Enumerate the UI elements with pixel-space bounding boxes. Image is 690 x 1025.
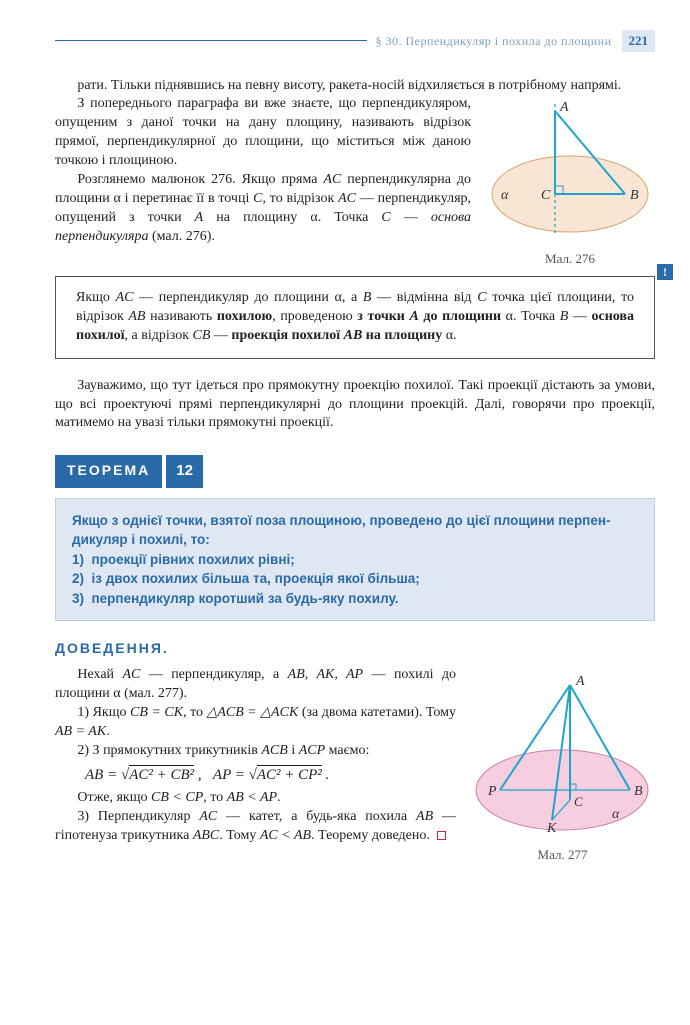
pr3a: 2) З прямокутних трикутників [77, 743, 261, 758]
p3h: (мал. 276). [148, 229, 214, 244]
b8: з точки [357, 309, 409, 324]
exclamation-icon: ! [657, 264, 673, 280]
b1: Якщо [76, 290, 116, 305]
figure-276-caption: Мал. 276 [485, 250, 655, 268]
p3e: на площину α. Точка [203, 210, 381, 225]
b6: похилою [217, 309, 272, 324]
pr5b: — катет, а будь-яка похила [217, 809, 416, 824]
figure-277-svg: A B C K P α [470, 670, 655, 840]
label-B-277: B [634, 784, 643, 799]
p3c: , то відрізок [263, 191, 339, 206]
figure-277: A B C K P α Мал. 277 [470, 670, 655, 864]
b16: на площину [362, 328, 445, 343]
definition-box: ! Якщо AC — перпендикуляр до площини α, … [55, 276, 655, 359]
label-C: C [541, 188, 551, 203]
label-P-277: P [487, 784, 497, 799]
b7: , проведеною [272, 309, 357, 324]
pr4a: Отже, якщо [77, 790, 151, 805]
qed-box [437, 831, 446, 840]
pr1b: — перпендикуляр, а [140, 667, 287, 682]
pr2a: 1) Якщо [77, 705, 130, 720]
label-alpha-277: α [612, 807, 620, 822]
pr3b: і [288, 743, 299, 758]
b13: , а відрізок [125, 328, 193, 343]
b15: проекція похилої [231, 328, 343, 343]
label-alpha: α [501, 188, 509, 203]
pr4c: . [277, 790, 281, 805]
p3f: — [391, 210, 431, 225]
pr2c: (за двома катетами). Тому [298, 705, 456, 720]
b10: α. Точка [506, 309, 560, 324]
figure-276: A B C α Мал. 276 [485, 99, 655, 268]
theorem-label: ТЕОРЕМА [55, 455, 162, 487]
pr4b: , то [203, 790, 226, 805]
b11: — [568, 309, 591, 324]
header-rule [55, 40, 367, 41]
pr3c: маємо: [325, 743, 369, 758]
theorem-item-1: 1) проекції рівних похилих рівні; [72, 550, 638, 570]
b2: — перпендикуляр до площини α, а [133, 290, 362, 305]
b3: — відмінна від [371, 290, 477, 305]
b9: до площини [419, 309, 506, 324]
figure-277-caption: Мал. 277 [470, 846, 655, 864]
pr5d: . Тому [219, 828, 260, 843]
pr1a: Нехай [77, 667, 122, 682]
theorem-header: ТЕОРЕМА 12 [55, 455, 655, 487]
pr2d: . [106, 724, 110, 739]
label-A-277: A [575, 674, 585, 689]
pr5a: 3) Перпендикуляр [77, 809, 199, 824]
page-header: § 30. Перпендикуляр і похила до площини … [55, 30, 655, 52]
label-C-277: C [574, 794, 583, 809]
theorem-item-2: 2) із двох похилих більша та, проекція я… [72, 569, 638, 589]
pr5e: . Теорему доведено. [311, 828, 433, 843]
theorem-item-3: 3) перпендикуляр коротший за будь-яку по… [72, 589, 638, 609]
figure-276-svg: A B C α [485, 99, 655, 244]
b14: — [210, 328, 231, 343]
label-B: B [630, 188, 639, 203]
theorem-number: 12 [166, 455, 203, 487]
b5: називають [145, 309, 216, 324]
section-label: § 30. Перпендикуляр і похила до площини [375, 33, 611, 49]
theorem-intro: Якщо з однієї точки, взятої поза площино… [72, 511, 638, 550]
proof-heading: ДОВЕДЕННЯ. [55, 639, 655, 658]
label-A: A [559, 100, 569, 115]
p3a: Розглянемо малюнок 276. Якщо пряма [77, 172, 323, 187]
paragraph-1: рати. Тільки піднявшись на певну висоту,… [55, 77, 655, 96]
page-number: 221 [622, 30, 656, 52]
pr2b: , то [183, 705, 206, 720]
paragraph-4: Зауважимо, що тут ідеться про прямокутну… [55, 377, 655, 434]
b17: α. [446, 328, 457, 343]
label-K-277: K [546, 821, 557, 836]
theorem-body: Якщо з однієї точки, взятої поза площино… [55, 498, 655, 622]
definition-text: Якщо AC — перпендикуляр до площини α, а … [55, 276, 655, 359]
